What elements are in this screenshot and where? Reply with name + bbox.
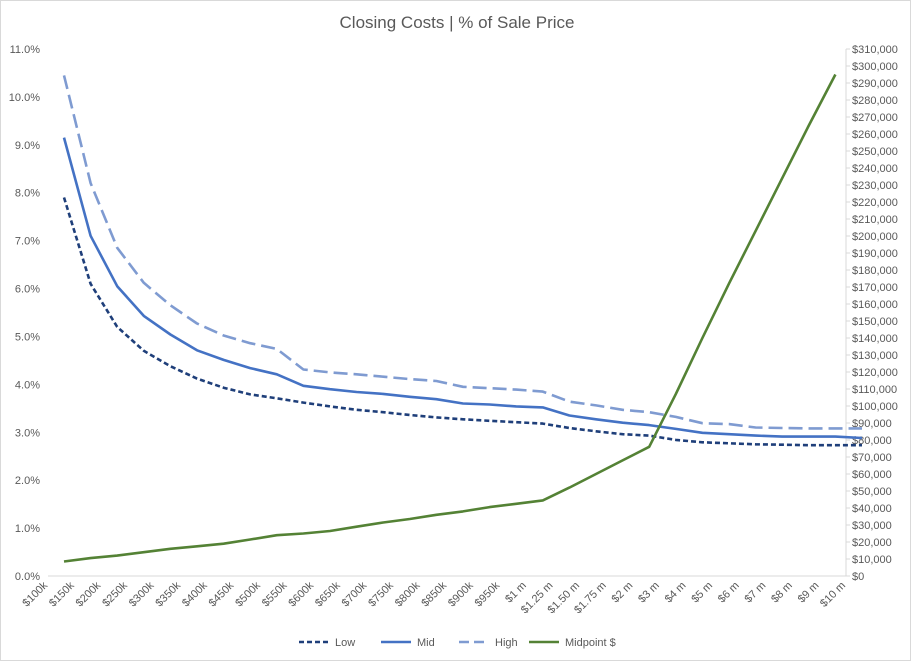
y2-tick-label: $150,000: [852, 316, 898, 328]
x-tick-label: $600k: [286, 579, 316, 609]
x-tick-label: $10 m: [818, 580, 848, 610]
y2-tick-label: $230,000: [852, 180, 898, 192]
y2-tick-label: $310,000: [852, 44, 898, 56]
y2-tick-label: $10,000: [852, 554, 892, 566]
x-tick-label: $400k: [180, 579, 210, 609]
x-tick-label: $200k: [74, 579, 104, 609]
x-tick-label: $500k: [233, 579, 263, 609]
y-tick-label: 7.0%: [15, 236, 40, 248]
legend: Low Mid High Midpoint $: [299, 637, 616, 649]
y2-tick-label: $210,000: [852, 214, 898, 226]
y2-tick-label: $170,000: [852, 282, 898, 294]
y2-tick-label: $280,000: [852, 95, 898, 107]
x-tick-label: $550k: [260, 579, 290, 609]
y-tick-label: 4.0%: [15, 379, 40, 391]
y2-tick-label: $300,000: [852, 61, 898, 73]
legend-label: High: [495, 637, 518, 649]
y-tick-label: 2.0%: [15, 475, 40, 487]
x-tick-label: $650k: [313, 579, 343, 609]
y2-tick-label: $240,000: [852, 163, 898, 175]
x-tick-label: $7 m: [743, 580, 769, 606]
y2-tick-label: $190,000: [852, 248, 898, 260]
x-tick-label: $4 m: [663, 580, 689, 606]
y-tick-label: 5.0%: [15, 331, 40, 343]
series-line-low: [62, 197, 862, 447]
x-tick-label: $2 m: [610, 580, 636, 606]
y2-tick-label: $90,000: [852, 418, 892, 430]
y-tick-label: 9.0%: [15, 140, 40, 152]
series-line-mid: [62, 137, 863, 440]
x-tick-label: $300k: [127, 579, 157, 609]
y2-tick-label: $250,000: [852, 146, 898, 158]
series-line-midpoint: [63, 73, 837, 563]
x-tick-label: $800k: [393, 579, 423, 609]
x-tick-label: $3 m: [636, 580, 662, 606]
legend-label: Midpoint $: [565, 637, 616, 649]
y2-tick-label: $70,000: [852, 452, 892, 464]
y2-tick-label: $290,000: [852, 78, 898, 90]
x-tick-label: $250k: [100, 579, 130, 609]
y2-tick-label: $130,000: [852, 350, 898, 362]
x-tick-label: $5 m: [689, 580, 715, 606]
y2-tick-label: $0: [852, 571, 864, 583]
series-lines: [62, 73, 863, 563]
x-tick-label: $700k: [340, 579, 370, 609]
x-tick-label: $150k: [47, 579, 77, 609]
legend-label: Low: [335, 637, 355, 649]
x-tick-label: $6 m: [716, 580, 742, 606]
y2-tick-label: $20,000: [852, 537, 892, 549]
y-tick-label: 3.0%: [15, 427, 40, 439]
x-tick-label: $8 m: [769, 580, 795, 606]
legend-label: Mid: [417, 637, 435, 649]
y-tick-label: 11.0%: [10, 44, 41, 56]
y-tick-label: 0.0%: [15, 571, 40, 583]
x-tick-label: $750k: [366, 579, 396, 609]
y2-tick-label: $50,000: [852, 486, 892, 498]
y2-tick-label: $270,000: [852, 112, 898, 124]
y2-tick-label: $110,000: [852, 384, 897, 396]
x-tick-label: $850k: [419, 579, 449, 609]
y2-tick-label: $160,000: [852, 299, 898, 311]
x-tick-label: $100k: [20, 579, 50, 609]
y2-tick-label: $100,000: [852, 401, 898, 413]
y-tick-label: 8.0%: [15, 188, 40, 200]
y2-tick-label: $200,000: [852, 231, 898, 243]
x-tick-label: $450k: [207, 579, 237, 609]
y2-tick-label: $260,000: [852, 129, 898, 141]
axes: 0.0% 1.0% 2.0% 3.0% 4.0% 5.0% 6.0% 7.0% 8.0% 9.0%…: [9, 44, 898, 616]
y2-tick-label: $30,000: [852, 520, 892, 532]
y2-tick-label: $180,000: [852, 265, 898, 277]
y2-tick-label: $60,000: [852, 469, 892, 481]
y2-tick-label: $40,000: [852, 503, 892, 515]
y2-tick-label: $220,000: [852, 197, 898, 209]
x-tick-label: $900k: [446, 579, 476, 609]
y-tick-label: 6.0%: [15, 284, 40, 296]
y-tick-label: 1.0%: [15, 523, 40, 535]
x-tick-label: $950k: [473, 579, 503, 609]
chart-title: Closing Costs | % of Sale Price: [340, 13, 575, 32]
y2-tick-label: $140,000: [852, 333, 898, 345]
y-tick-label: 10.0%: [9, 92, 40, 104]
y2-tick-label: $120,000: [852, 367, 898, 379]
series-line-high: [62, 75, 862, 430]
x-tick-label: $350k: [153, 579, 183, 609]
